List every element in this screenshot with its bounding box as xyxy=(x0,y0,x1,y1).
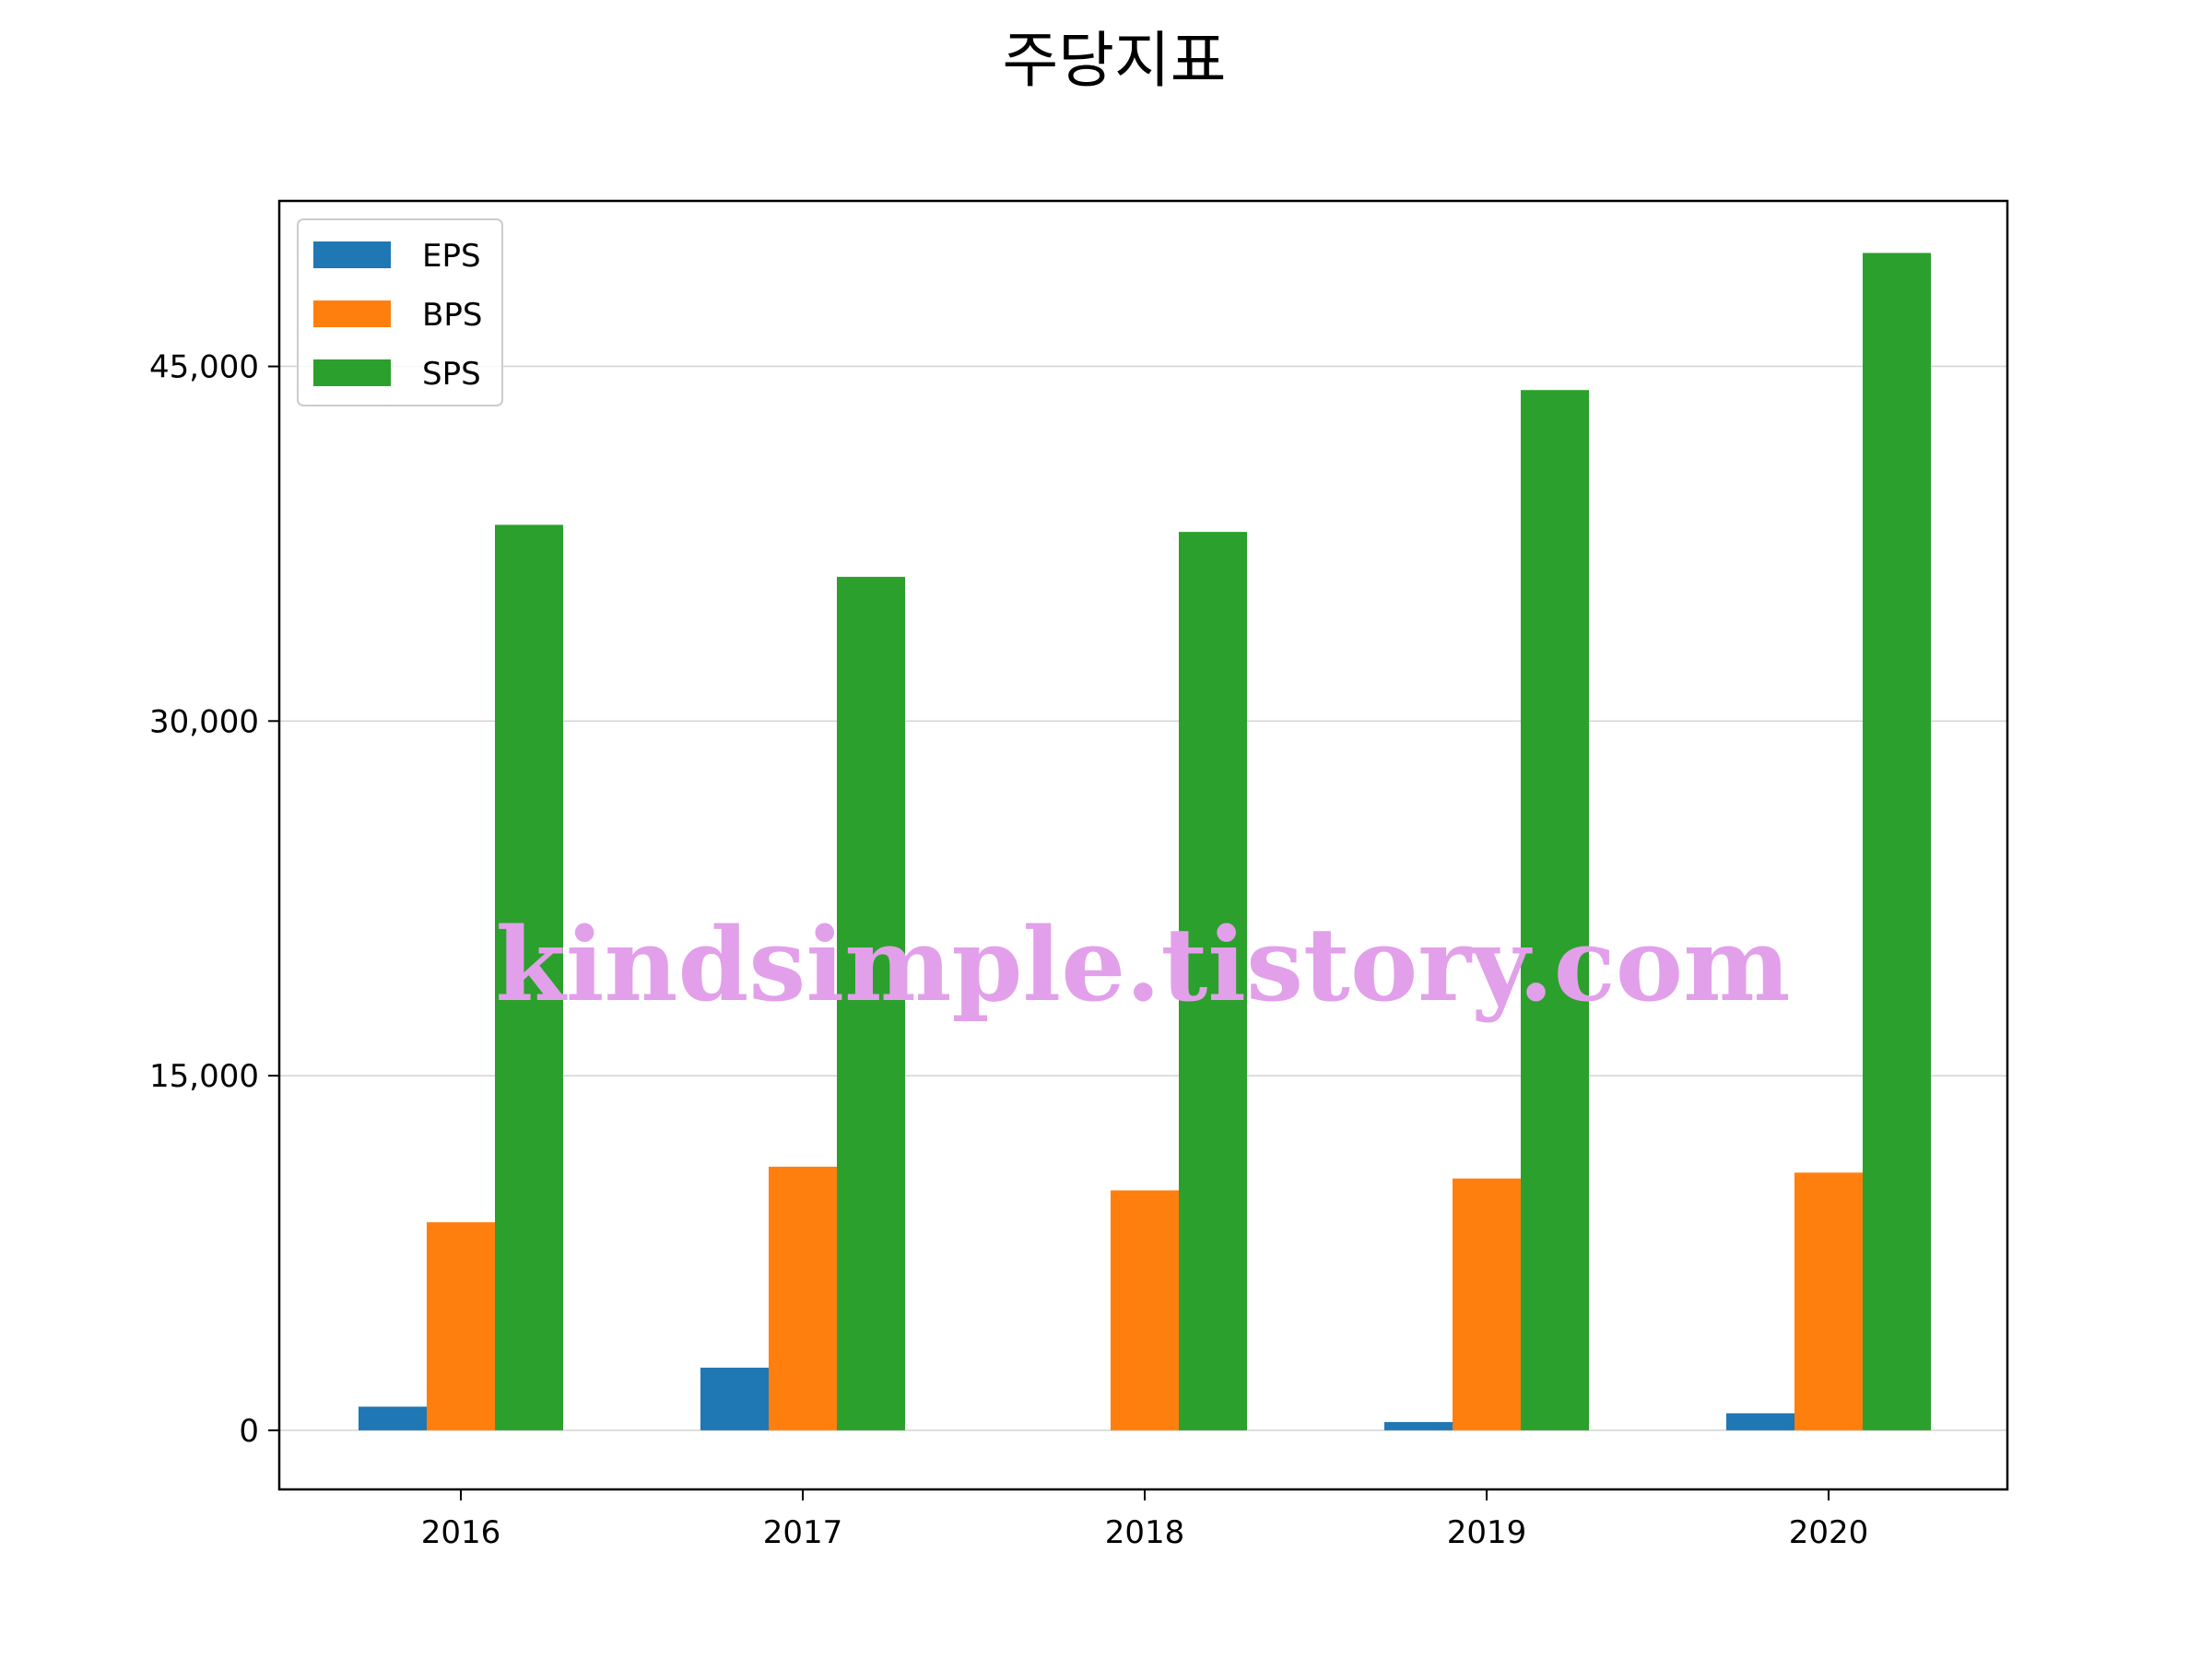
bar-bps-2016 xyxy=(427,1222,495,1430)
bar-bps-2017 xyxy=(769,1166,837,1430)
bars xyxy=(359,253,1931,1430)
legend-swatch-sps xyxy=(313,359,391,386)
y-tick-label: 30,000 xyxy=(149,703,259,740)
bar-bps-2020 xyxy=(1794,1172,1863,1430)
x-tick-label: 2016 xyxy=(421,1514,501,1551)
bar-eps-2019 xyxy=(1384,1421,1453,1430)
y-tick-label: 0 xyxy=(239,1413,259,1450)
legend: EPS BPS SPS xyxy=(297,218,503,406)
bar-sps-2018 xyxy=(1179,532,1247,1430)
plot-frame xyxy=(277,199,2009,1491)
x-axis: 2016 2017 2018 2019 2020 xyxy=(421,1489,1869,1551)
y-tick-label: 45,000 xyxy=(149,349,259,386)
watermark: kindsimple.tistory.com xyxy=(496,905,1791,1024)
x-tick-label: 2020 xyxy=(1789,1514,1869,1551)
bar-sps-2019 xyxy=(1521,390,1589,1430)
bar-bps-2019 xyxy=(1453,1178,1521,1430)
y-axis: 0 15,000 30,000 45,000 xyxy=(149,349,279,1450)
x-tick-label: 2019 xyxy=(1447,1514,1527,1551)
legend-label-sps: SPS xyxy=(422,356,481,393)
bar-bps-2018 xyxy=(1111,1190,1179,1430)
legend-swatch-bps xyxy=(313,300,391,327)
x-tick-label: 2017 xyxy=(763,1514,843,1551)
bar-sps-2016 xyxy=(495,524,563,1430)
bar-eps-2016 xyxy=(359,1406,427,1430)
x-tick-label: 2018 xyxy=(1105,1514,1185,1551)
chart-title: 주당지표 xyxy=(1003,25,1227,96)
legend-label-eps: EPS xyxy=(422,238,481,275)
bar-sps-2020 xyxy=(1863,253,1931,1430)
legend-label-bps: BPS xyxy=(422,297,482,334)
bar-eps-2017 xyxy=(700,1367,769,1430)
legend-swatch-eps xyxy=(313,241,391,268)
bar-sps-2017 xyxy=(837,576,905,1430)
bar-eps-2020 xyxy=(1726,1413,1794,1430)
y-tick-label: 15,000 xyxy=(149,1058,259,1095)
